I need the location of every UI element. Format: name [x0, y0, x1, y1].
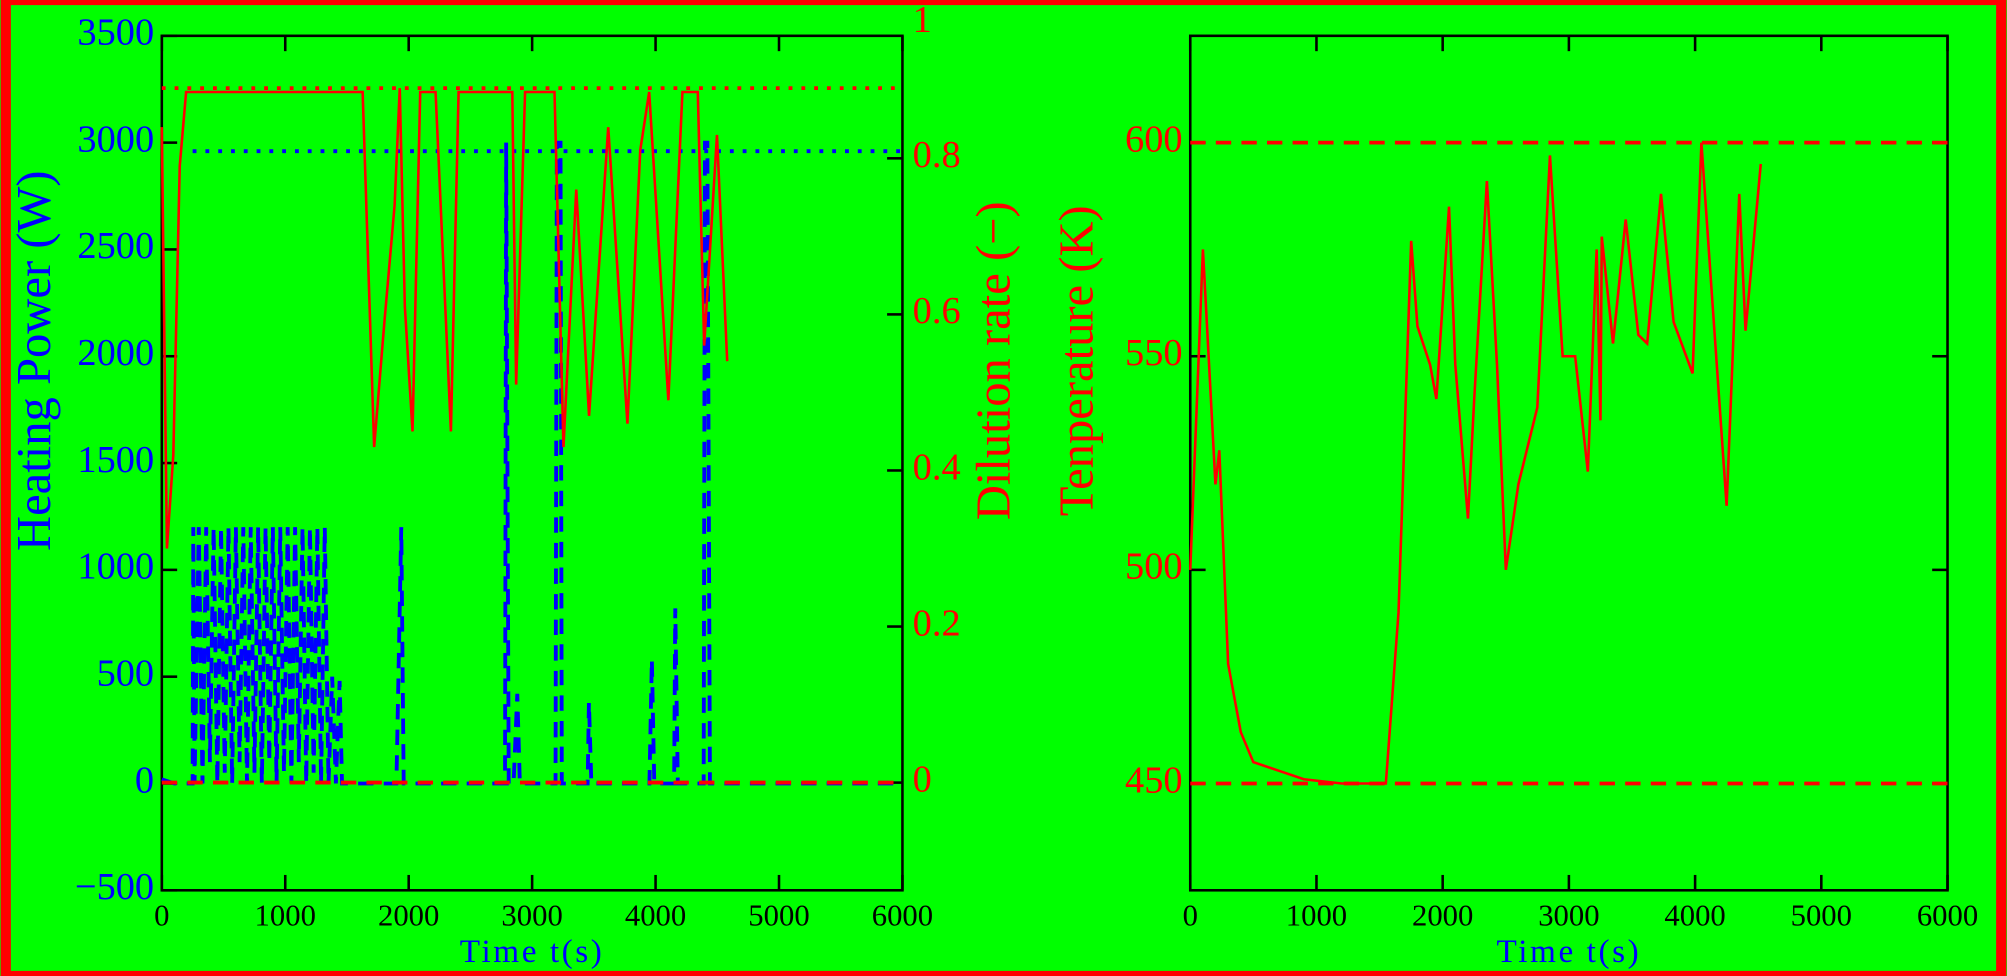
x-tick-label: 2000	[378, 898, 439, 932]
y-tick-label: 1500	[77, 439, 154, 481]
data-line	[160, 88, 729, 549]
x-tick-label: 1000	[1286, 898, 1347, 932]
x-tick-label: 3000	[501, 898, 562, 932]
x-tick-label: 3000	[1538, 898, 1599, 932]
x-axis-label: Time t(s)	[460, 933, 605, 970]
x-axis-label: Time t(s)	[1497, 933, 1642, 970]
y2-tick-label: 0	[913, 758, 932, 800]
x-tick-label: 6000	[872, 898, 933, 932]
x-tick-label: 5000	[748, 898, 809, 932]
y-tick-label: 550	[1125, 332, 1183, 374]
x-tick-label: 0	[1183, 898, 1198, 932]
y-tick-label: 3500	[77, 12, 154, 54]
y-tick-label: 2000	[77, 332, 154, 374]
y2-tick-label: 0.8	[913, 134, 961, 176]
x-tick-label: 5000	[1791, 898, 1852, 932]
y-axis-label: Heating Power (W)	[7, 170, 61, 551]
y-tick-label: 0	[135, 759, 154, 801]
y-tick-label: 450	[1125, 759, 1183, 801]
y-axis-label: Tenperature (K)	[1050, 205, 1104, 516]
x-tick-label: 6000	[1917, 898, 1978, 932]
y-tick-label: −500	[75, 866, 154, 908]
data-line	[1188, 142, 1763, 785]
x-tick-label: 0	[154, 898, 169, 932]
y2-tick-label: 1	[913, 0, 932, 41]
x-tick-label: 2000	[1412, 898, 1473, 932]
x-tick-label: 4000	[625, 898, 686, 932]
y2-tick-label: 0.6	[913, 290, 961, 332]
y-tick-label: 500	[1125, 546, 1183, 588]
x-tick-label: 4000	[1664, 898, 1725, 932]
y2-axis-label: Dilution rate (−)	[967, 201, 1021, 520]
y-tick-label: 3000	[77, 118, 154, 160]
x-tick-label: 1000	[255, 898, 316, 932]
y-tick-label: 2500	[77, 225, 154, 267]
y-tick-label: 500	[97, 652, 155, 694]
y2-tick-label: 0.2	[913, 602, 961, 644]
y2-tick-label: 0.4	[913, 446, 961, 488]
y-tick-label: 600	[1125, 118, 1183, 160]
y-tick-label: 1000	[77, 546, 154, 588]
